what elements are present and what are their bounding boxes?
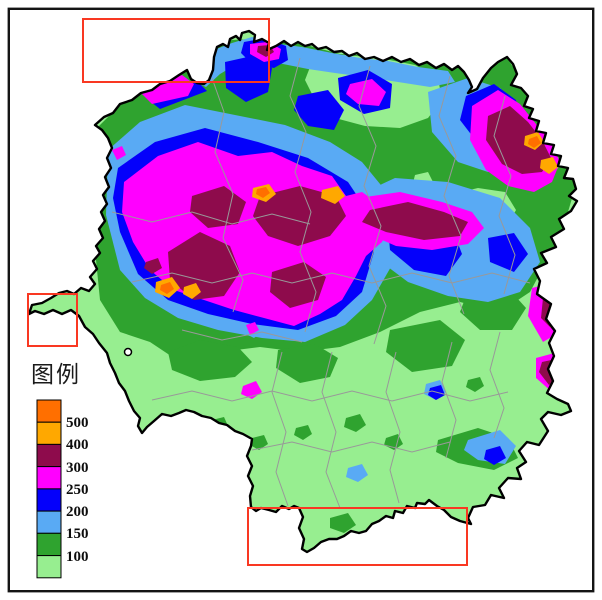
legend-swatch-orange [36,399,62,423]
legend-label-100: 100 [66,549,89,565]
legend-swatch-magenta [36,466,62,490]
legend-label-250: 250 [66,482,89,498]
highlight-box-north [82,18,270,83]
contour-layer-orange-500 [160,136,541,294]
legend-label-150: 150 [66,526,89,542]
legend-swatch-lightgreen [36,555,62,579]
legend-swatch-amber [36,421,62,445]
highlight-box-south [247,507,468,566]
legend-label-300: 300 [66,460,89,476]
county-boundary-lines [111,57,531,509]
legend-swatch-green [36,532,62,557]
highlight-box-west [27,293,78,347]
legend-color-bar [36,399,62,579]
legend-labels: 500 400 300 250 200 150 100 [66,415,89,565]
legend: 图例 500 400 300 250 200 150 100 [31,362,89,579]
legend-swatch-blue [36,488,62,512]
legend-title: 图例 [31,362,81,387]
highlight-boxes [27,18,468,566]
province-outline [27,29,579,554]
figure-frame [7,7,595,593]
legend-swatch-maroon [36,443,62,468]
legend-label-400: 400 [66,437,89,453]
legend-label-200: 200 [66,504,89,520]
legend-label-500: 500 [66,415,89,431]
legend-swatch-lightblue [36,510,62,534]
small-lake-marker [123,347,133,357]
